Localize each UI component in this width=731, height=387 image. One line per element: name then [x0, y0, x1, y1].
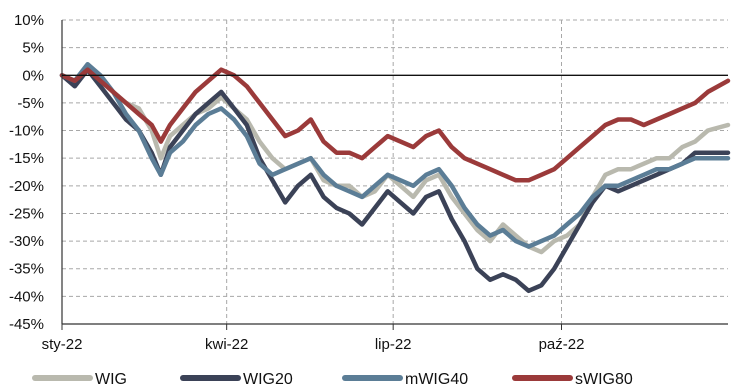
legend-label-swig80: sWIG80 [575, 371, 633, 387]
y-axis-labels: 10% 5% 0% -5% -10% -15% -20% -25% -30% -35% -40% -4… [9, 12, 44, 333]
x-tick-label: kwi-22 [205, 336, 248, 353]
legend-label-wig: WIG [95, 371, 127, 387]
legend-label-mwig40: mWIG40 [405, 371, 468, 387]
x-tick-label: lip-22 [375, 336, 412, 353]
series-line-swig80 [59, 67, 731, 183]
series-line-mwig40 [59, 61, 731, 249]
y-tick-label: 10% [14, 12, 44, 29]
legend: WIG WIG20 mWIG40 sWIG80 [32, 371, 633, 387]
y-tick-label: -5% [17, 95, 44, 112]
y-tick-label: 5% [22, 40, 44, 57]
y-tick-label: 0% [22, 67, 44, 84]
x-tick-label: paź-22 [539, 336, 585, 353]
y-tick-label: -15% [9, 150, 44, 167]
series-lines [59, 61, 731, 294]
series-line-wig [59, 67, 731, 255]
y-tick-label: -20% [9, 178, 44, 195]
y-tick-label: -30% [9, 233, 44, 250]
y-tick-label: -35% [9, 261, 44, 278]
y-tick-label: -10% [9, 123, 44, 140]
legend-label-wig20: WIG20 [243, 371, 293, 387]
x-tick-label: sty-22 [42, 336, 83, 353]
y-tick-label: -40% [9, 288, 44, 305]
x-axis-labels: sty-22 kwi-22 lip-22 paź-22 [42, 336, 585, 353]
y-tick-label: -45% [9, 316, 44, 333]
y-tick-label: -25% [9, 205, 44, 222]
grid-lines [62, 19, 728, 325]
axes [61, 20, 728, 330]
